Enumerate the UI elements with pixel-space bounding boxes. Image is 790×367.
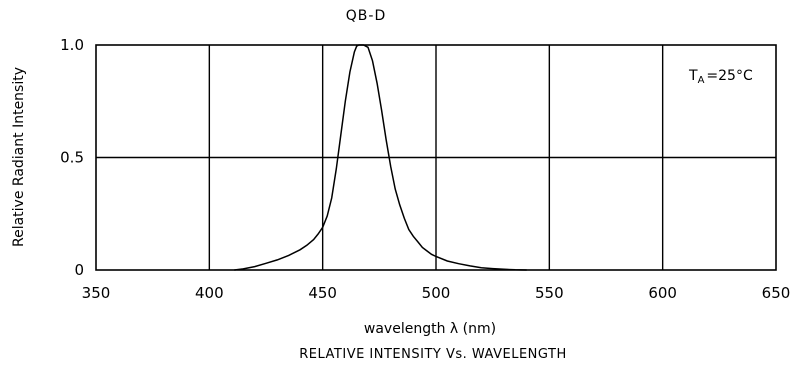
- grid-lines: [96, 45, 776, 270]
- intensity-curve: [234, 44, 527, 271]
- annotation-prefix: T: [688, 68, 698, 84]
- y-tick-label: 0.5: [60, 149, 84, 167]
- x-tick-label: 350: [82, 284, 111, 302]
- x-tick-label: 550: [535, 284, 564, 302]
- temperature-annotation: TA =25°C: [688, 68, 753, 86]
- x-tick-labels: 350 400 450 500 550 600 650: [82, 284, 790, 302]
- x-axis-label: wavelength λ (nm): [364, 321, 496, 337]
- y-axis-label: Relative Radiant Intensity: [11, 67, 27, 247]
- chart-caption: RELATIVE INTENSITY Vs. WAVELENGTH: [299, 347, 566, 362]
- x-tick-label: 650: [762, 284, 790, 302]
- annotation-subscript: A: [698, 75, 705, 86]
- y-tick-label: 0: [74, 261, 84, 279]
- x-tick-label: 500: [422, 284, 451, 302]
- plot-frame: [95, 44, 777, 271]
- y-tick-label: 1.0: [60, 36, 84, 54]
- annotation-value: =25°C: [706, 68, 753, 84]
- x-tick-label: 450: [308, 284, 337, 302]
- chart-title: QB-D: [346, 8, 386, 24]
- x-tick-label: 400: [195, 284, 224, 302]
- x-tick-label: 600: [648, 284, 677, 302]
- y-tick-labels: 0 0.5 1.0: [60, 36, 84, 279]
